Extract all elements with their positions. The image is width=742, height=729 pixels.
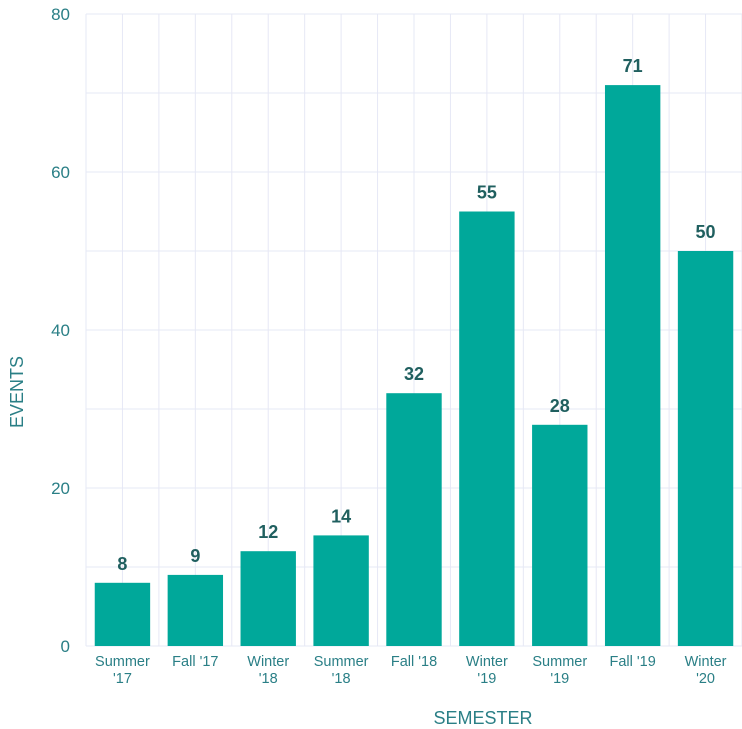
bar[interactable] <box>459 211 515 647</box>
x-tick-label: Fall '18 <box>391 654 437 670</box>
x-tick-label: Summer '19 <box>532 654 587 687</box>
x-tick-label: Winter '18 <box>247 654 289 687</box>
bar[interactable] <box>386 393 442 646</box>
bar-value-label: 55 <box>477 183 497 203</box>
y-tick-label: 20 <box>51 479 70 498</box>
bar-value-label: 12 <box>258 522 278 542</box>
y-axis-title: EVENTS <box>7 356 27 428</box>
x-axis-ticks: Summer '17 Fall '17 Winter '18 Summer '18 Fall … <box>95 654 727 687</box>
bars <box>94 85 734 647</box>
x-tick-label: Summer '18 <box>314 654 369 687</box>
bar[interactable] <box>604 85 661 647</box>
y-tick-label: 40 <box>51 321 70 340</box>
bar[interactable] <box>167 574 224 646</box>
bar-value-label: 9 <box>190 546 200 566</box>
data-labels: 8 9 12 14 32 55 28 71 50 <box>117 56 715 574</box>
bar[interactable] <box>313 535 369 646</box>
bar-value-label: 71 <box>623 56 643 76</box>
y-tick-label: 80 <box>51 5 70 24</box>
x-tick-label: Fall '19 <box>610 654 656 670</box>
y-tick-label: 60 <box>51 163 70 182</box>
bar[interactable] <box>677 251 734 646</box>
x-axis-title: SEMESTER <box>433 708 532 728</box>
x-tick-label: Winter '19 <box>466 654 508 687</box>
x-tick-label: Winter '20 <box>685 654 727 687</box>
bar-value-label: 14 <box>331 506 351 526</box>
y-axis-ticks: 0 20 40 60 80 <box>51 5 70 656</box>
bar[interactable] <box>240 551 296 646</box>
bar[interactable] <box>532 424 588 646</box>
x-tick-label: Fall '17 <box>172 654 218 670</box>
bar-value-label: 32 <box>404 364 424 384</box>
bar-value-label: 28 <box>550 396 570 416</box>
bar-value-label: 50 <box>696 222 716 242</box>
bar[interactable] <box>94 582 151 646</box>
y-tick-label: 0 <box>61 637 70 656</box>
bar-value-label: 8 <box>117 554 127 574</box>
x-tick-label: Summer '17 <box>95 654 150 687</box>
